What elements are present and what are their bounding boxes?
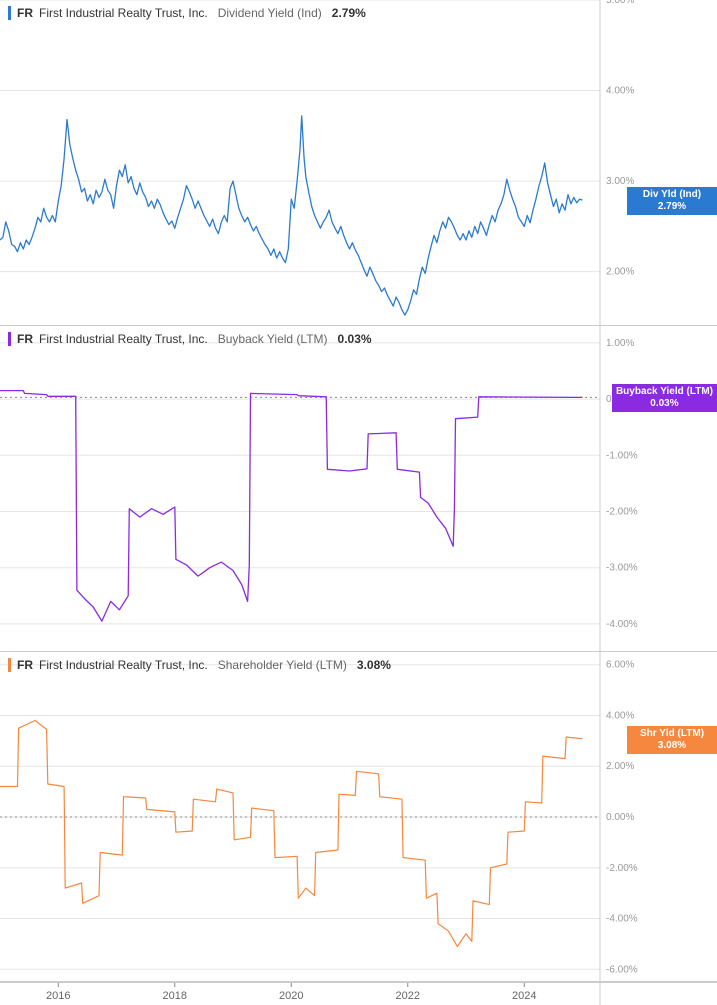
svg-text:3.00%: 3.00%: [606, 176, 634, 187]
value-badge-div: Div Yld (Ind)2.79%: [627, 187, 717, 215]
badge-value: 0.03%: [616, 398, 713, 410]
svg-text:-6.00%: -6.00%: [606, 964, 638, 975]
svg-text:4.00%: 4.00%: [606, 86, 634, 97]
svg-text:2024: 2024: [512, 990, 536, 1002]
svg-text:5.00%: 5.00%: [606, 0, 634, 6]
time-axis[interactable]: 2016 2018 2020 2022 2024: [0, 982, 717, 1004]
badge-title: Shr Yld (LTM): [631, 728, 713, 740]
legend-div: FR First Industrial Realty Trust, Inc. Div…: [8, 6, 366, 20]
svg-text:-4.00%: -4.00%: [606, 619, 638, 630]
chart-panel-buyback[interactable]: FR First Industrial Realty Trust, Inc. Buy…: [0, 326, 717, 652]
chart-svg-div: 2.00% 3.00% 4.00% 5.00%: [0, 0, 717, 326]
legend-metric: Buyback Yield (LTM): [218, 332, 328, 346]
badge-value: 3.08%: [631, 740, 713, 752]
svg-text:-4.00%: -4.00%: [606, 914, 638, 925]
legend-ticker: FR: [17, 332, 33, 346]
svg-text:6.00%: 6.00%: [606, 660, 634, 671]
legend-value: 3.08%: [357, 658, 391, 672]
legend-buyback: FR First Industrial Realty Trust, Inc. Buy…: [8, 332, 372, 346]
legend-metric: Shareholder Yield (LTM): [218, 658, 347, 672]
legend-ticker: FR: [17, 6, 33, 20]
chart-svg-buyback: -4.00%-3.00%-2.00%-1.00%0.00%1.00%: [0, 326, 717, 652]
badge-title: Div Yld (Ind): [631, 189, 713, 201]
svg-text:-2.00%: -2.00%: [606, 863, 638, 874]
svg-text:2.00%: 2.00%: [606, 761, 634, 772]
svg-text:2.00%: 2.00%: [606, 267, 634, 278]
legend-marker: [8, 332, 11, 346]
legend-name: First Industrial Realty Trust, Inc.: [39, 332, 208, 346]
svg-text:-2.00%: -2.00%: [606, 506, 638, 517]
badge-value: 2.79%: [631, 201, 713, 213]
chart-svg-shr: -6.00% -4.00% -2.00% 0.00% 2.00% 4.00% 6.00%: [0, 652, 717, 982]
svg-text:2016: 2016: [46, 990, 70, 1002]
legend-name: First Industrial Realty Trust, Inc.: [39, 658, 208, 672]
badge-title: Buyback Yield (LTM): [616, 386, 713, 398]
svg-text:0.00%: 0.00%: [606, 812, 634, 823]
chart-panel-div[interactable]: FR First Industrial Realty Trust, Inc. Div…: [0, 0, 717, 326]
svg-text:2020: 2020: [279, 990, 303, 1002]
legend-marker: [8, 658, 11, 672]
legend-value: 2.79%: [332, 6, 366, 20]
svg-text:-3.00%: -3.00%: [606, 563, 638, 574]
legend-shr: FR First Industrial Realty Trust, Inc. Sha…: [8, 658, 391, 672]
svg-text:4.00%: 4.00%: [606, 710, 634, 721]
legend-metric: Dividend Yield (Ind): [218, 6, 322, 20]
value-badge-buyback: Buyback Yield (LTM)0.03%: [612, 384, 717, 412]
svg-text:-1.00%: -1.00%: [606, 450, 638, 461]
legend-name: First Industrial Realty Trust, Inc.: [39, 6, 208, 20]
svg-text:1.00%: 1.00%: [606, 338, 634, 349]
svg-text:2022: 2022: [396, 990, 420, 1002]
chart-panel-shr[interactable]: FR First Industrial Realty Trust, Inc. Sha…: [0, 652, 717, 982]
value-badge-shr: Shr Yld (LTM)3.08%: [627, 726, 717, 754]
svg-text:2018: 2018: [163, 990, 187, 1002]
legend-ticker: FR: [17, 658, 33, 672]
legend-value: 0.03%: [338, 332, 372, 346]
legend-marker: [8, 6, 11, 20]
